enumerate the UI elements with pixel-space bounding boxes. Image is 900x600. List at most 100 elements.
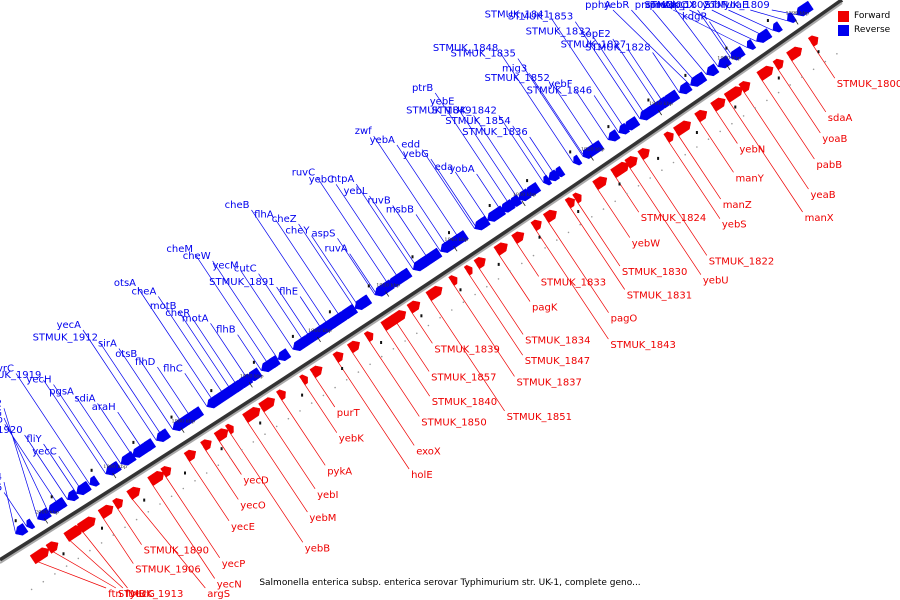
reverse-gene-label: STMUK_1809 — [704, 0, 769, 11]
reverse-gene-label: araH — [92, 402, 116, 413]
track-dot — [649, 177, 651, 179]
forward-gene-feature — [45, 541, 59, 554]
small-feature — [291, 334, 294, 338]
track-dot — [299, 410, 301, 412]
reverse-gene-feature — [105, 460, 122, 476]
tick-label: 1900 kbp — [717, 56, 741, 62]
reverse-gene-feature — [89, 475, 101, 487]
track-dot — [135, 518, 138, 521]
forward-gene-feature — [242, 406, 261, 424]
reverse-gene-label: STMUK_1828 — [585, 43, 650, 54]
tick-label: 1890 kbp — [786, 10, 810, 16]
reverse-gene-leader — [517, 58, 584, 157]
reverse-gene-label: STMUK_1854 — [445, 116, 510, 127]
reverse-gene-label: pphA — [585, 0, 611, 11]
genome-backbone — [0, 0, 844, 564]
forward-gene-feature — [275, 389, 286, 401]
reverse-gene-label: sirA — [98, 339, 117, 350]
reverse-gene-label: cheM — [166, 244, 193, 255]
reverse-gene-leader — [612, 38, 659, 107]
reverse-gene-label: cheA — [131, 286, 156, 297]
reverse-gene-leader — [157, 366, 192, 418]
tick-label: 1990 kbp — [103, 464, 127, 470]
forward-gene-feature — [406, 300, 421, 314]
reverse-gene-label: uvrC — [0, 363, 14, 374]
reverse-gene-feature — [554, 165, 566, 178]
forward-gene-feature — [200, 439, 212, 451]
reverse-gene-label: flhD — [135, 357, 156, 368]
reverse-gene-leader — [298, 223, 356, 309]
forward-gene-leader — [48, 548, 117, 589]
reverse-gene-label: zwf — [355, 126, 372, 137]
forward-gene-feature — [380, 314, 400, 332]
track-dot — [159, 503, 161, 505]
reverse-gene-label: yebR — [604, 0, 629, 11]
reverse-gene-leader — [335, 184, 400, 280]
tick-label: 1950 kbp — [376, 283, 400, 289]
track-dot — [30, 588, 33, 591]
track-dot — [100, 542, 103, 544]
forward-gene-feature — [63, 525, 83, 542]
reverse-gene-feature — [374, 283, 389, 297]
forward-gene-leader — [428, 296, 505, 412]
forward-gene-label: pabB — [816, 160, 842, 171]
track-dot — [380, 355, 383, 358]
reverse-gene-label: flhC — [163, 363, 183, 374]
track-dot — [719, 130, 721, 133]
reverse-gene-leader — [434, 92, 511, 206]
reverse-gene-leader — [240, 270, 294, 350]
reverse-gene-label: flhE — [279, 287, 298, 298]
reverse-gene-leader — [75, 396, 122, 465]
reverse-gene-label: cheZ — [272, 214, 297, 225]
reverse-gene-leader — [652, 9, 707, 75]
reverse-gene-feature — [388, 270, 409, 288]
small-feature — [170, 415, 173, 419]
reverse-gene-leader — [349, 253, 377, 295]
forward-swatch — [838, 10, 849, 22]
track-dot — [766, 99, 768, 102]
reverse-gene-leader — [631, 9, 696, 83]
small-feature — [184, 471, 186, 475]
track-dot — [229, 456, 231, 459]
reverse-gene-label: STMUK_1827 — [561, 40, 626, 51]
tick-label: 1960 kbp — [308, 328, 332, 334]
tick-mark — [521, 200, 526, 207]
reverse-gene-feature — [746, 38, 757, 50]
reverse-gene-leader — [178, 310, 232, 391]
forward-gene-label: STMUK_1847 — [525, 356, 590, 367]
track-dot — [310, 402, 313, 404]
track-dot — [544, 247, 546, 249]
reverse-gene-leader — [237, 334, 262, 371]
track-dot — [462, 301, 465, 304]
forward-gene-feature — [126, 486, 141, 501]
tick-mark — [316, 336, 321, 343]
forward-gene-leader — [514, 239, 539, 277]
reverse-gene-leader — [4, 424, 59, 506]
track-dot — [147, 511, 150, 513]
reverse-gene-leader — [528, 73, 585, 157]
forward-gene-label: yecP — [222, 559, 246, 570]
tick-mark — [112, 472, 117, 479]
forward-gene-leader — [759, 76, 815, 160]
small-feature — [448, 231, 450, 235]
reverse-gene-feature — [37, 507, 52, 521]
forward-gene-leader — [312, 373, 336, 408]
reverse-gene-feature — [487, 205, 507, 222]
reverse-gene-label: cheR — [165, 308, 190, 319]
reverse-gene-label: flhA — [254, 210, 274, 221]
reverse-gene-label: yebG — [403, 149, 429, 160]
track-dot — [742, 115, 745, 117]
reverse-gene-feature — [247, 367, 263, 382]
track-dot — [451, 309, 453, 311]
forward-gene-feature — [772, 58, 784, 71]
reverse-gene-leader — [593, 95, 620, 133]
reverse-gene-leader — [392, 205, 429, 260]
reverse-gene-leader — [356, 183, 414, 270]
backbone-line — [0, 0, 844, 562]
reverse-gene-leader — [373, 135, 448, 248]
reverse-gene-feature — [787, 11, 797, 24]
forward-gene-label: STMUK_1840 — [432, 397, 497, 408]
legend-reverse: Reverse — [838, 23, 890, 37]
track-dot — [416, 332, 418, 335]
reverse-gene-leader — [551, 83, 596, 149]
